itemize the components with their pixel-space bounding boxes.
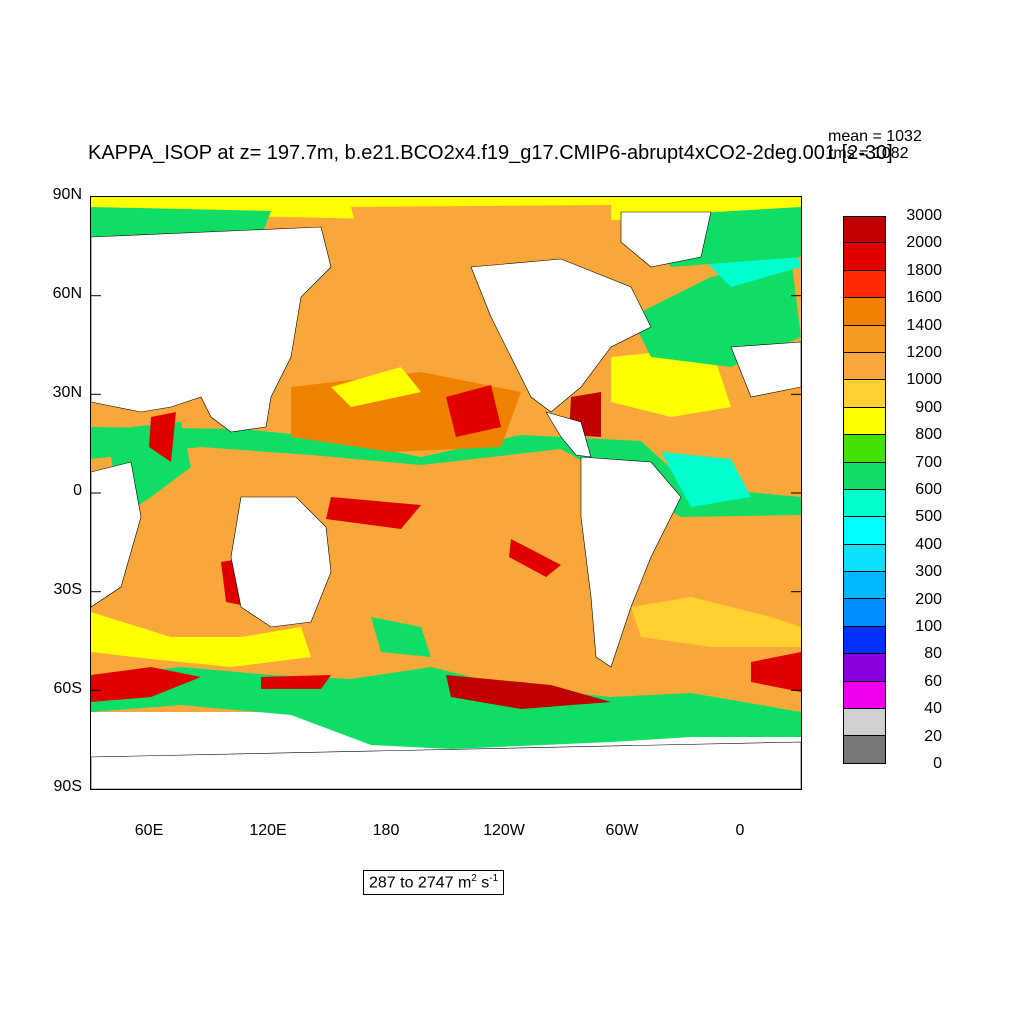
- colorbar-swatch: [843, 572, 886, 600]
- colorbar-level-label: 200: [915, 590, 942, 608]
- colorbar-swatch: [843, 681, 886, 710]
- ocean-contour-map: [91, 197, 801, 789]
- colorbar-level-label: 20: [924, 727, 942, 745]
- lat-label-60s: 60S: [53, 680, 82, 697]
- colorbar-level-label: 40: [924, 700, 942, 718]
- lon-label-120w: 120W: [483, 822, 525, 839]
- colorbar-level-label: 500: [915, 508, 942, 526]
- colorbar-swatch: [843, 380, 886, 408]
- colorbar-level-label: 1200: [906, 344, 942, 361]
- lat-label-90s: 90S: [53, 778, 82, 795]
- lat-label-0: 0: [73, 482, 82, 499]
- colorbar-swatch: [843, 599, 886, 627]
- colorbar-level-label: 0: [933, 755, 942, 772]
- lat-label-90n: 90N: [52, 186, 82, 203]
- colorbar-swatch: [843, 216, 886, 244]
- colorbar-swatch: [843, 626, 886, 655]
- colorbar-level-label: 800: [915, 426, 942, 444]
- lon-label-60e: 60E: [134, 822, 164, 839]
- range-sup-2: -1: [489, 873, 499, 884]
- lat-label-30n: 30N: [52, 384, 82, 401]
- colorbar-level-label: 600: [915, 481, 942, 498]
- colorbar-swatch: [843, 462, 886, 490]
- colorbar-level-label: 1400: [906, 316, 942, 334]
- colorbar-level-label: 700: [915, 453, 942, 471]
- colorbar-level-label: 300: [915, 563, 942, 581]
- range-mid: s: [476, 874, 490, 892]
- colorbar-swatch: [843, 407, 886, 436]
- colorbar-swatch: [843, 489, 886, 518]
- map-title: KAPPA_ISOP at z= 197.7m, b.e21.BCO2x4.f1…: [88, 142, 893, 164]
- colorbar-swatch: [843, 435, 886, 463]
- map-stats: mean = 1032 rms = 1082: [828, 128, 922, 162]
- colorbar-swatch: [843, 270, 886, 299]
- colorbar-swatch: [843, 709, 886, 737]
- colorbar-swatch: [843, 736, 886, 764]
- colorbar-level-label: 1600: [906, 289, 942, 307]
- colorbar-level-label: 100: [915, 618, 942, 635]
- lon-label-0: 0: [735, 822, 745, 839]
- colorbar: [843, 216, 886, 764]
- colorbar-level-label: 2000: [906, 234, 942, 252]
- colorbar-level-label: 60: [924, 672, 942, 690]
- range-sup-1: 2: [471, 873, 477, 884]
- colorbar-swatch: [843, 654, 886, 682]
- colorbar-swatch: [843, 298, 886, 326]
- colorbar-swatch: [843, 517, 886, 545]
- colorbar-level-label: 3000: [906, 207, 942, 224]
- colorbar-swatch: [843, 243, 886, 271]
- lat-label-60n: 60N: [52, 285, 82, 302]
- colorbar-swatch: [843, 544, 886, 573]
- map-panel: [90, 196, 802, 790]
- colorbar-level-label: 1800: [906, 261, 942, 279]
- lon-label-180: 180: [372, 822, 400, 839]
- rms-label: rms = 1082: [828, 145, 909, 162]
- colorbar-level-label: 80: [924, 645, 942, 663]
- colorbar-level-label: 400: [915, 535, 942, 553]
- colorbar-swatch: [843, 325, 886, 353]
- colorbar-level-label: 1000: [906, 371, 942, 389]
- range-text: 287 to 2747 m: [369, 874, 472, 892]
- lon-label-60w: 60W: [605, 822, 639, 839]
- range-label: 287 to 2747 m2 s-1: [363, 870, 505, 896]
- colorbar-level-label: 900: [915, 398, 942, 416]
- mean-label: mean = 1032: [828, 128, 922, 145]
- lon-label-120e: 120E: [249, 822, 287, 839]
- lat-label-30s: 30S: [53, 581, 82, 598]
- colorbar-swatch: [843, 352, 886, 381]
